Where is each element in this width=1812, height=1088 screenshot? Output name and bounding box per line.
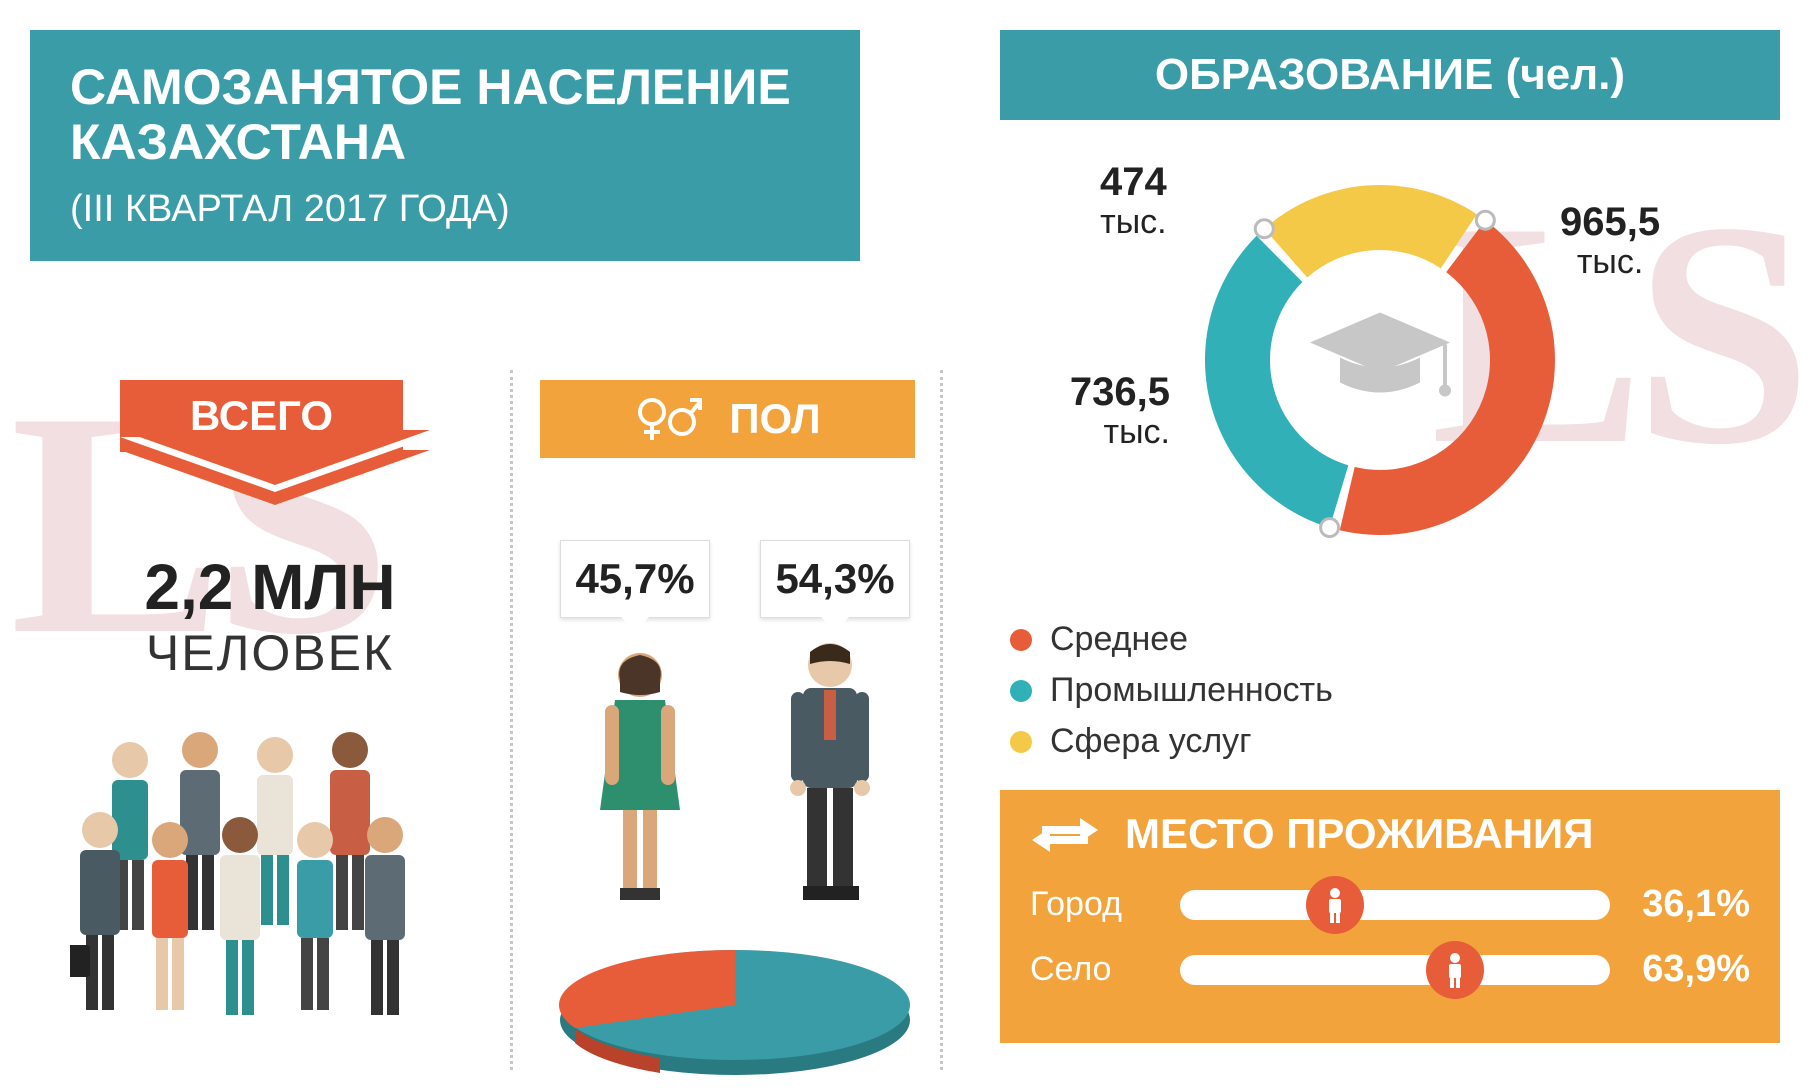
divider [510, 370, 513, 1070]
slider-knob-icon [1426, 941, 1484, 999]
main-header: САМОЗАНЯТОЕ НАСЕЛЕНИЕ КАЗАХСТАНА (III КВ… [30, 30, 860, 261]
woman-icon [585, 650, 695, 910]
residence-bar [1180, 955, 1610, 985]
residence-label: Село [1030, 950, 1160, 989]
residence-panel: МЕСТО ПРОЖИВАНИЯ Город 36,1% Село 63,9% [1000, 790, 1780, 1043]
total-number: 2,2 МЛН [80, 550, 460, 624]
education-legend: Среднее Промышленность Сфера услуг [1010, 620, 1333, 773]
arrows-icon [1030, 812, 1100, 856]
slider-knob-icon [1306, 876, 1364, 934]
gender-header: ПОЛ [540, 380, 915, 458]
people-crowd-icon [70, 720, 470, 1055]
main-title: САМОЗАНЯТОЕ НАСЕЛЕНИЕ КАЗАХСТАНА [70, 60, 810, 170]
education-value-3: 474 тыс. [1100, 160, 1167, 241]
education-value-2: 736,5 тыс. [1010, 370, 1170, 451]
education-value-1: 965,5 тыс. [1560, 200, 1660, 281]
education-donut [1180, 160, 1580, 560]
residence-pct: 63,9% [1642, 948, 1750, 991]
gender-pie [540, 880, 930, 1085]
graduation-cap-icon [1305, 303, 1455, 418]
residence-label: Город [1030, 885, 1160, 924]
total-unit: ЧЕЛОВЕК [80, 624, 460, 682]
education-header: ОБРАЗОВАНИЕ (чел.) [1000, 30, 1780, 120]
residence-bar [1180, 890, 1610, 920]
legend-item: Промышленность [1010, 671, 1333, 710]
total-value: 2,2 МЛН ЧЕЛОВЕК [80, 550, 460, 682]
legend-item: Среднее [1010, 620, 1333, 659]
residence-row-city: Город 36,1% [1030, 883, 1750, 926]
residence-title: МЕСТО ПРОЖИВАНИЯ [1125, 810, 1593, 858]
female-percent: 45,7% [560, 540, 710, 618]
divider [940, 370, 943, 1070]
gender-icon [634, 394, 704, 444]
residence-pct: 36,1% [1642, 883, 1750, 926]
main-subtitle: (III КВАРТАЛ 2017 ГОДА) [70, 188, 810, 231]
male-percent: 54,3% [760, 540, 910, 618]
residence-row-village: Село 63,9% [1030, 948, 1750, 991]
gender-title: ПОЛ [729, 395, 820, 443]
chevron-down-icon [120, 450, 430, 505]
legend-item: Сфера услуг [1010, 722, 1333, 761]
man-icon [775, 640, 885, 910]
